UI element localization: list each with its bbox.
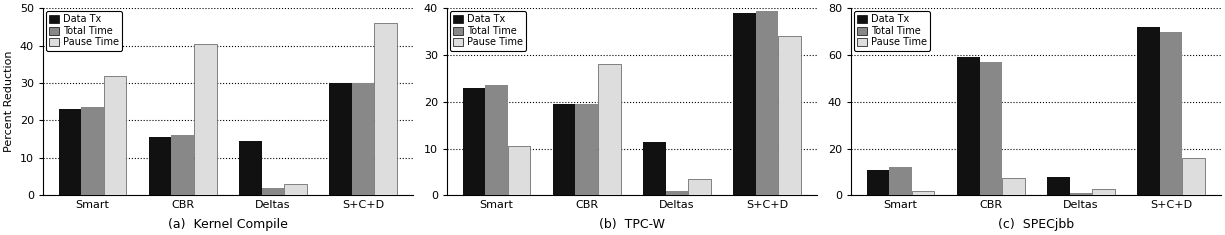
Bar — [463, 88, 485, 195]
Bar — [104, 75, 126, 195]
Bar — [665, 191, 688, 195]
Bar — [778, 36, 801, 195]
Bar — [1093, 189, 1115, 195]
Bar — [980, 62, 1002, 195]
Bar — [734, 13, 756, 195]
Legend: Data Tx, Total Time, Pause Time: Data Tx, Total Time, Pause Time — [45, 11, 122, 51]
Bar — [688, 179, 710, 195]
Y-axis label: Percent Reduction: Percent Reduction — [4, 51, 15, 153]
Legend: Data Tx, Total Time, Pause Time: Data Tx, Total Time, Pause Time — [450, 11, 527, 51]
Bar — [1047, 177, 1069, 195]
Legend: Data Tx, Total Time, Pause Time: Data Tx, Total Time, Pause Time — [854, 11, 930, 51]
Bar — [867, 170, 889, 195]
Bar — [957, 57, 980, 195]
Bar — [1160, 31, 1182, 195]
Bar — [284, 184, 306, 195]
Bar — [149, 137, 172, 195]
Bar — [81, 107, 104, 195]
Bar — [330, 83, 352, 195]
Bar — [756, 11, 778, 195]
Bar — [485, 85, 508, 195]
Bar — [375, 23, 397, 195]
Bar — [598, 64, 621, 195]
X-axis label: (c)  SPECjbb: (c) SPECjbb — [998, 218, 1074, 231]
X-axis label: (b)  TPC-W: (b) TPC-W — [599, 218, 665, 231]
Bar — [1182, 158, 1205, 195]
Bar — [239, 141, 262, 195]
Bar — [1137, 27, 1160, 195]
Bar — [1002, 178, 1024, 195]
Bar — [911, 191, 935, 195]
X-axis label: (a)  Kernel Compile: (a) Kernel Compile — [168, 218, 288, 231]
Bar — [889, 167, 911, 195]
Bar — [552, 104, 576, 195]
Bar — [262, 188, 284, 195]
Bar — [508, 146, 530, 195]
Bar — [194, 44, 217, 195]
Bar — [1069, 193, 1093, 195]
Bar — [352, 83, 375, 195]
Bar — [576, 104, 598, 195]
Bar — [59, 109, 81, 195]
Bar — [643, 141, 665, 195]
Bar — [172, 135, 194, 195]
